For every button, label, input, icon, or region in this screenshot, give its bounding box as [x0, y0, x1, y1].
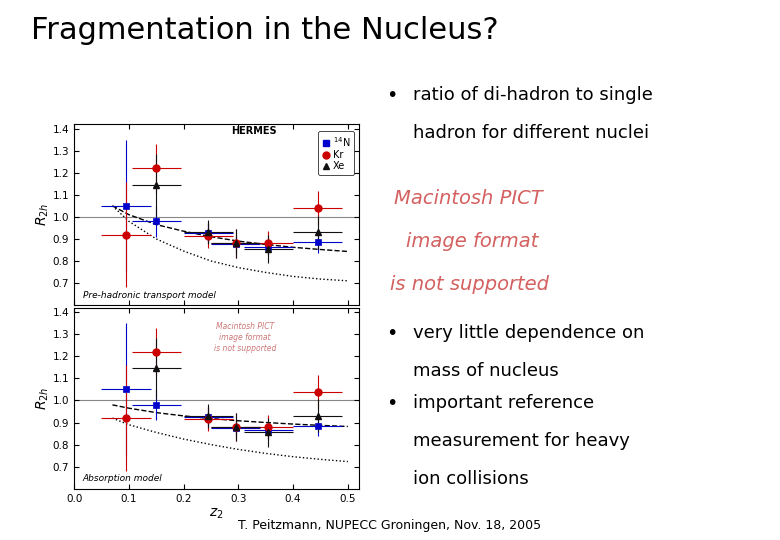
Text: very little dependence on: very little dependence on [413, 324, 645, 342]
Text: is not supported: is not supported [390, 275, 549, 294]
Text: •: • [386, 86, 398, 105]
Text: Fragmentation in the Nucleus?: Fragmentation in the Nucleus? [31, 16, 499, 45]
Text: •: • [386, 394, 398, 413]
Y-axis label: $R_{2h}$: $R_{2h}$ [35, 387, 51, 410]
Text: Pre-hadronic transport model: Pre-hadronic transport model [83, 291, 215, 300]
Text: hadron for different nuclei: hadron for different nuclei [413, 124, 650, 142]
Text: mass of nucleus: mass of nucleus [413, 362, 559, 380]
Text: Macintosh PICT
image format
is not supported: Macintosh PICT image format is not suppo… [214, 322, 276, 354]
Text: ratio of di-hadron to single: ratio of di-hadron to single [413, 86, 654, 104]
Legend: $^{14}$N, Kr, Xe: $^{14}$N, Kr, Xe [318, 131, 354, 176]
Y-axis label: $R_{2h}$: $R_{2h}$ [35, 203, 51, 226]
Text: HERMES: HERMES [231, 126, 276, 136]
Text: T. Peitzmann, NUPECC Groningen, Nov. 18, 2005: T. Peitzmann, NUPECC Groningen, Nov. 18,… [239, 519, 541, 532]
Text: measurement for heavy: measurement for heavy [413, 432, 630, 450]
Text: image format: image format [406, 232, 538, 251]
Text: ion collisions: ion collisions [413, 470, 529, 488]
X-axis label: $z_2$: $z_2$ [209, 507, 224, 521]
Text: important reference: important reference [413, 394, 594, 412]
Text: Macintosh PICT: Macintosh PICT [394, 189, 543, 208]
Text: Absorption model: Absorption model [83, 474, 162, 483]
Text: •: • [386, 324, 398, 343]
